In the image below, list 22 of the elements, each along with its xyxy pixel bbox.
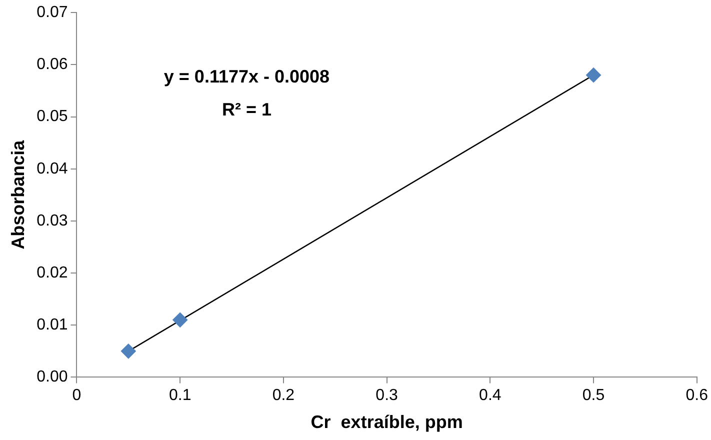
y-axis-title: Absorbancia [8,139,28,250]
x-tick-label: 0.5 [582,387,605,404]
x-axis-title: Cr extraíble, ppm [310,412,463,432]
annotation: R² = 1 [222,100,272,120]
x-tick-label: 0.6 [686,387,708,404]
y-tick-label: 0.00 [36,368,68,386]
y-tick-label: 0.02 [36,264,68,282]
annotation: y = 0.1177x - 0.0008 [164,66,330,87]
y-tick-label: 0.03 [36,212,68,230]
y-tick-label: 0.05 [36,108,68,126]
x-tick-label: 0.4 [479,387,502,404]
y-tick-label: 0.01 [36,316,68,334]
x-tick-label: 0.1 [168,387,192,404]
point [586,68,602,83]
x-tick-label: 0.2 [272,387,295,404]
point [172,312,188,328]
point [120,344,136,359]
y-tick-label: 0.06 [36,56,68,74]
x-tick-label: 0 [72,387,82,404]
y-tick-label: 0.07 [36,4,68,22]
x-tick-label: 0.3 [376,387,398,404]
y-tick-label: 0.04 [36,160,68,178]
